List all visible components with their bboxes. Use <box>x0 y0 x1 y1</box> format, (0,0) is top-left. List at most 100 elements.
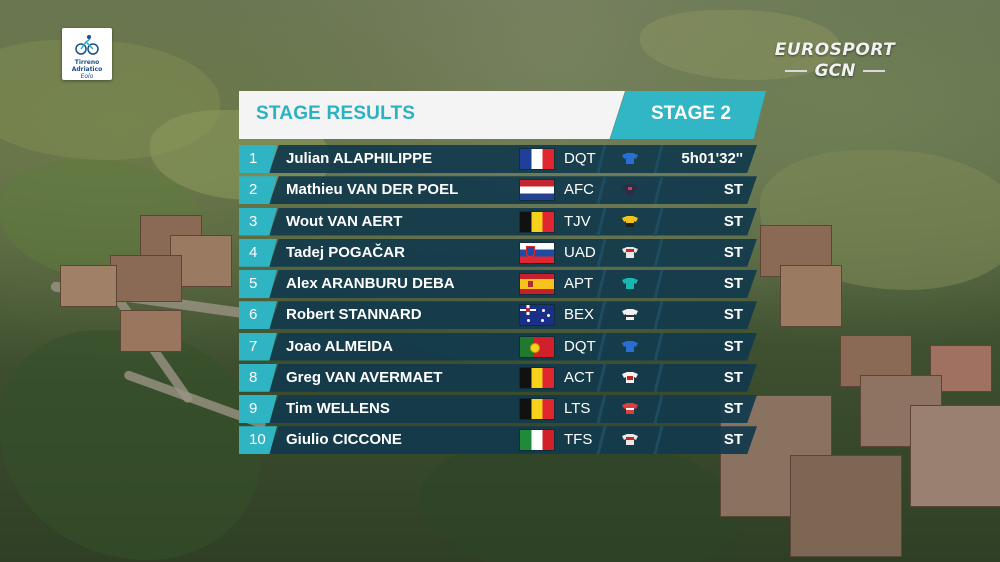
position-number: 7 <box>249 337 258 355</box>
position-badge: 6 <box>239 301 277 330</box>
result-row: 7 Joao ALMEIDA DQT ST <box>239 332 769 361</box>
position-number: 4 <box>249 243 258 261</box>
flag-italy-icon <box>520 430 554 451</box>
finish-time: ST <box>723 368 743 386</box>
team-code: DQT <box>564 150 596 167</box>
finish-time: ST <box>723 181 743 199</box>
position-badge: 1 <box>239 145 277 173</box>
cyclist-icon <box>75 35 99 55</box>
position-badge: 3 <box>239 207 277 236</box>
result-row: 2 Mathieu VAN DER POEL AFC ST <box>239 176 769 205</box>
row-bar <box>269 395 757 423</box>
finish-time: ST <box>723 275 743 292</box>
result-row: 4 Tadej POGAČAR UAD ST <box>239 238 769 267</box>
stage-label-box: STAGE 2 <box>610 91 766 139</box>
flag-belgium-icon <box>520 367 554 388</box>
flag-netherlands-icon <box>520 180 554 201</box>
team-jersey-icon <box>622 434 638 446</box>
row-bar <box>269 301 757 330</box>
row-bar <box>269 176 757 205</box>
team-jersey-icon <box>622 215 638 227</box>
team-jersey-icon <box>622 278 638 289</box>
position-number: 1 <box>249 150 258 167</box>
result-row: 8 Greg VAN AVERMAET ACT ST <box>239 363 769 392</box>
rider-name: Alex ARANBURU DEBA <box>286 275 455 292</box>
result-row: 9 Tim WELLENS LTS ST <box>239 395 769 423</box>
team-jersey-icon <box>622 309 638 321</box>
finish-time: ST <box>723 243 743 261</box>
gcn-wordmark: GCN <box>814 61 856 81</box>
result-row: 3 Wout VAN AERT TJV ST <box>239 207 769 236</box>
rider-name: Greg VAN AVERMAET <box>286 368 443 386</box>
finish-time: ST <box>723 400 743 417</box>
team-code: BEX <box>564 306 595 324</box>
results-title: STAGE RESULTS <box>256 103 416 124</box>
team-code: APT <box>564 275 594 292</box>
position-number: 8 <box>249 368 258 386</box>
race-logo: Tirreno Adriatico Eolo <box>62 28 112 80</box>
race-logo-name: Tirreno Adriatico <box>71 59 103 73</box>
rider-name: Mathieu VAN DER POEL <box>286 181 459 199</box>
finish-time: ST <box>723 212 743 230</box>
position-badge: 9 <box>239 395 277 423</box>
divider-left <box>784 70 807 72</box>
flag-belgium-icon <box>520 399 554 419</box>
position-number: 9 <box>249 400 258 417</box>
race-logo-sub: Eolo <box>80 73 94 80</box>
divider-right <box>863 70 886 72</box>
position-number: 6 <box>249 306 258 324</box>
flag-belgium-icon <box>520 211 554 232</box>
team-jersey-icon <box>622 246 638 258</box>
position-badge: 8 <box>239 363 277 392</box>
rider-name: Wout VAN AERT <box>286 212 403 230</box>
rider-name: Tim WELLENS <box>286 400 390 417</box>
finish-time: ST <box>723 306 743 324</box>
rider-name: Joao ALMEIDA <box>286 337 393 355</box>
team-code: DQT <box>564 337 596 355</box>
team-code: UAD <box>564 243 596 261</box>
rider-name: Giulio CICCONE <box>286 431 402 449</box>
row-bar <box>269 363 757 392</box>
eurosport-wordmark: EUROSPORT <box>774 40 896 60</box>
flag-spain-icon <box>520 274 554 294</box>
finish-time: 5h01'32'' <box>681 150 743 167</box>
team-code: ACT <box>564 368 594 386</box>
team-jersey-icon <box>622 340 638 352</box>
result-row: 6 Robert STANNARD BEX ST <box>239 301 769 330</box>
result-row: 1 Julian ALAPHILIPPE DQT 5h01'32'' <box>239 145 769 173</box>
results-list: 1 Julian ALAPHILIPPE DQT 5h01'32'' 2 Mat… <box>239 145 769 458</box>
finish-time: ST <box>723 337 743 355</box>
team-code: TFS <box>564 431 593 449</box>
position-badge: 2 <box>239 176 277 205</box>
team-code: LTS <box>564 400 591 417</box>
team-jersey-icon <box>622 184 638 196</box>
rider-name: Tadej POGAČAR <box>286 243 405 261</box>
row-bar <box>269 332 757 361</box>
team-code: TJV <box>564 212 591 230</box>
position-badge: 5 <box>239 270 277 298</box>
flag-portugal-icon <box>520 336 554 357</box>
team-jersey-icon <box>622 403 638 414</box>
position-number: 5 <box>249 275 258 292</box>
rider-name: Julian ALAPHILIPPE <box>286 150 433 167</box>
broadcaster-logo: EUROSPORT GCN <box>770 40 900 81</box>
flag-slovenia-icon <box>520 242 554 263</box>
row-bar <box>269 145 757 173</box>
position-number: 3 <box>249 212 258 230</box>
team-code: AFC <box>564 181 594 199</box>
stage-label: STAGE 2 <box>651 103 731 124</box>
flag-australia-icon <box>520 305 554 326</box>
row-bar <box>269 426 757 455</box>
position-number: 2 <box>249 181 258 199</box>
position-badge: 4 <box>239 238 277 267</box>
row-bar <box>269 238 757 267</box>
team-jersey-icon <box>622 153 638 164</box>
team-jersey-icon <box>622 371 638 383</box>
rider-name: Robert STANNARD <box>286 306 422 324</box>
row-bar <box>269 207 757 236</box>
flag-france-icon <box>520 149 554 169</box>
row-bar <box>269 270 757 298</box>
results-header: STAGE RESULTS <box>239 91 625 139</box>
position-badge: 7 <box>239 332 277 361</box>
result-row: 10 Giulio CICCONE TFS ST <box>239 426 769 455</box>
